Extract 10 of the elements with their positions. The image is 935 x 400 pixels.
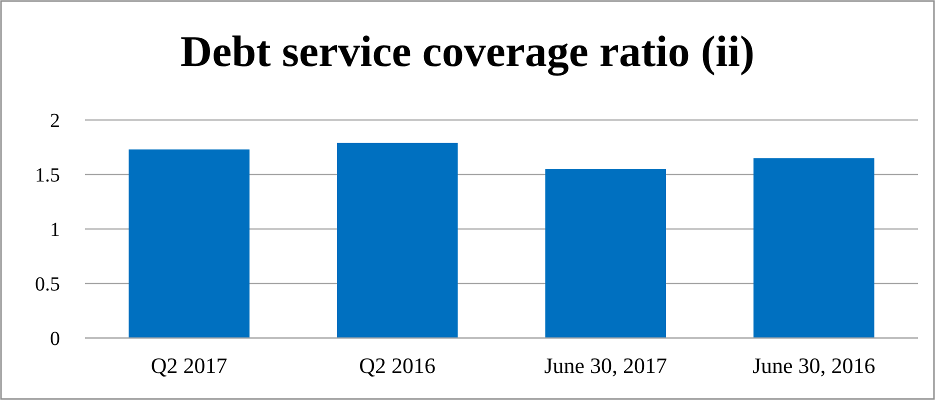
y-tick-label: 2	[50, 110, 60, 132]
y-tick-label: 1	[50, 219, 60, 241]
x-tick-label: June 30, 2017	[544, 353, 668, 378]
x-tick-label: Q2 2017	[150, 353, 228, 378]
y-tick-label: 0.5	[35, 274, 60, 296]
y-tick-label: 1.5	[35, 164, 60, 186]
x-tick-label: Q2 2016	[359, 353, 436, 378]
chart-title: Debt service coverage ratio (ii)	[180, 27, 755, 76]
x-tick-label: June 30, 2016	[752, 353, 876, 378]
y-tick-label: 0	[50, 328, 60, 350]
